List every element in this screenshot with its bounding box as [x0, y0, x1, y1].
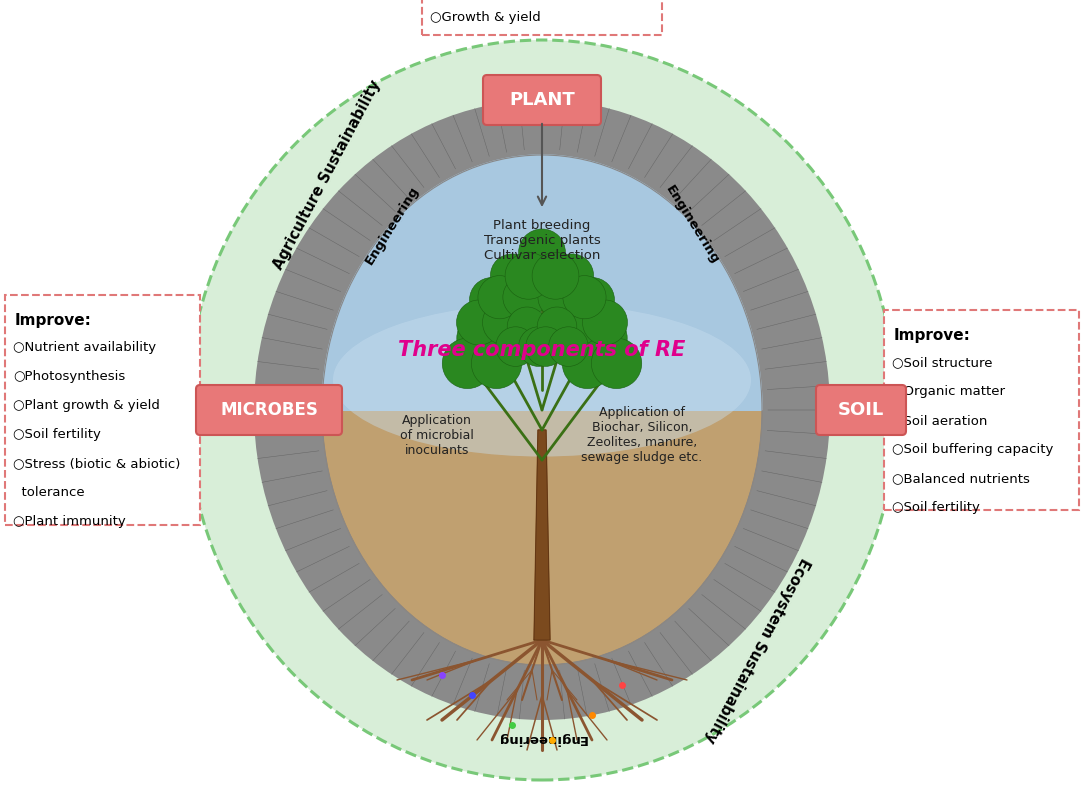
- Text: MICROBES: MICROBES: [220, 401, 318, 419]
- Ellipse shape: [592, 338, 642, 389]
- Text: ○Organic matter: ○Organic matter: [892, 385, 1005, 398]
- Ellipse shape: [188, 40, 896, 780]
- Text: Engineering: Engineering: [363, 184, 422, 266]
- Text: ○Stress (biotic & abiotic): ○Stress (biotic & abiotic): [13, 457, 180, 470]
- Ellipse shape: [538, 275, 581, 319]
- Text: Engineering: Engineering: [662, 184, 721, 266]
- Ellipse shape: [490, 254, 533, 297]
- Ellipse shape: [254, 100, 830, 720]
- Ellipse shape: [518, 229, 566, 276]
- Ellipse shape: [532, 253, 579, 299]
- Ellipse shape: [469, 278, 515, 323]
- FancyBboxPatch shape: [5, 295, 201, 525]
- Ellipse shape: [582, 300, 628, 345]
- Polygon shape: [322, 155, 762, 410]
- Ellipse shape: [478, 275, 521, 319]
- FancyBboxPatch shape: [816, 385, 906, 435]
- Text: ○Soil fertility: ○Soil fertility: [892, 501, 980, 514]
- Text: ○Soil fertility: ○Soil fertility: [13, 428, 101, 441]
- Ellipse shape: [505, 253, 552, 299]
- Text: PLANT: PLANT: [509, 91, 575, 109]
- Text: ○Soil buffering capacity: ○Soil buffering capacity: [892, 443, 1054, 456]
- Ellipse shape: [333, 303, 751, 456]
- Text: ○Growth & yield: ○Growth & yield: [430, 11, 541, 24]
- FancyBboxPatch shape: [483, 75, 601, 125]
- Ellipse shape: [556, 300, 602, 345]
- Ellipse shape: [482, 300, 528, 345]
- Ellipse shape: [456, 313, 507, 363]
- Text: Three components of RE: Three components of RE: [398, 340, 686, 360]
- Ellipse shape: [472, 338, 521, 389]
- Ellipse shape: [333, 303, 751, 456]
- Ellipse shape: [526, 327, 566, 366]
- Text: ○Nutrient availability: ○Nutrient availability: [13, 341, 156, 354]
- Text: Application of
Biochar, Silicon,
Zeolites, manure,
sewage sludge etc.: Application of Biochar, Silicon, Zeolite…: [581, 406, 702, 464]
- Text: ○Balanced nutrients: ○Balanced nutrients: [892, 472, 1030, 485]
- FancyBboxPatch shape: [883, 310, 1079, 510]
- Text: Application
of microbial
inoculants: Application of microbial inoculants: [400, 414, 474, 456]
- Ellipse shape: [503, 275, 546, 319]
- Ellipse shape: [563, 275, 606, 319]
- Ellipse shape: [569, 278, 615, 323]
- FancyBboxPatch shape: [196, 385, 341, 435]
- Ellipse shape: [456, 300, 502, 345]
- Text: Agriculture Sustainability: Agriculture Sustainability: [271, 78, 384, 272]
- Text: Engineering: Engineering: [496, 732, 588, 745]
- Text: ○Soil aeration: ○Soil aeration: [892, 414, 988, 427]
- FancyBboxPatch shape: [422, 0, 662, 35]
- Text: ○Soil structure: ○Soil structure: [892, 356, 993, 369]
- Text: Ecosystem Sustainability: Ecosystem Sustainability: [701, 555, 812, 745]
- Text: ○Plant immunity: ○Plant immunity: [13, 515, 126, 528]
- Text: Improve:: Improve:: [15, 313, 92, 328]
- Ellipse shape: [577, 313, 628, 363]
- Ellipse shape: [518, 327, 558, 366]
- Ellipse shape: [495, 327, 535, 366]
- Text: Improve:: Improve:: [894, 328, 971, 343]
- Ellipse shape: [563, 338, 612, 389]
- Ellipse shape: [442, 338, 492, 389]
- Text: ○Photosynthesis: ○Photosynthesis: [13, 370, 126, 383]
- Text: SOIL: SOIL: [838, 401, 885, 419]
- Ellipse shape: [538, 307, 577, 347]
- Ellipse shape: [549, 327, 589, 366]
- Polygon shape: [534, 430, 550, 640]
- Ellipse shape: [551, 254, 594, 297]
- Text: Plant breeding
Transgenic plants
Cultivar selection: Plant breeding Transgenic plants Cultiva…: [483, 218, 601, 262]
- Ellipse shape: [507, 307, 546, 347]
- Text: tolerance: tolerance: [13, 486, 85, 499]
- Ellipse shape: [322, 155, 762, 665]
- Text: ○Plant growth & yield: ○Plant growth & yield: [13, 399, 159, 412]
